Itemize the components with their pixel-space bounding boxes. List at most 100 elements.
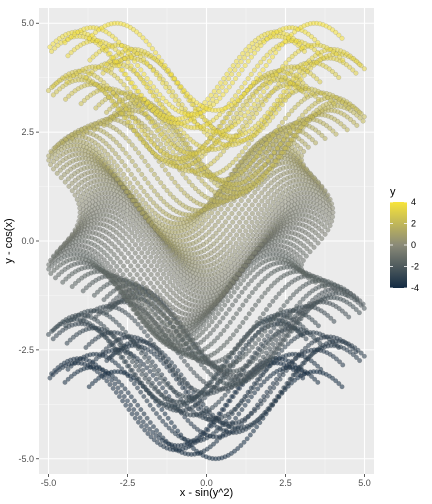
data-point xyxy=(249,337,255,343)
data-point xyxy=(308,358,314,364)
data-point xyxy=(156,435,162,441)
data-point xyxy=(246,215,252,221)
data-point xyxy=(129,142,135,148)
data-point xyxy=(115,171,121,177)
data-point xyxy=(181,358,187,364)
data-point xyxy=(55,365,61,371)
data-point xyxy=(212,315,218,321)
data-point xyxy=(136,293,142,299)
data-point xyxy=(241,249,247,255)
data-point xyxy=(114,272,120,278)
data-point xyxy=(125,293,131,299)
data-point xyxy=(289,376,295,382)
data-point xyxy=(249,202,255,208)
data-point xyxy=(360,301,366,307)
data-point xyxy=(245,232,251,238)
data-point xyxy=(243,298,249,304)
data-point xyxy=(128,394,134,400)
data-point xyxy=(144,276,150,282)
data-point xyxy=(307,170,313,176)
data-point xyxy=(130,293,136,299)
data-point xyxy=(281,319,287,325)
data-point xyxy=(137,276,143,282)
data-point xyxy=(227,240,233,246)
data-point xyxy=(130,276,136,282)
data-point xyxy=(127,289,133,295)
data-point xyxy=(161,280,167,286)
data-point xyxy=(148,280,154,286)
data-point xyxy=(144,415,150,421)
data-point xyxy=(254,319,260,325)
data-point xyxy=(254,219,260,225)
data-point xyxy=(106,338,112,344)
data-point xyxy=(357,358,363,364)
data-point xyxy=(111,260,117,266)
data-point xyxy=(235,202,241,208)
data-point xyxy=(141,411,147,417)
data-point xyxy=(290,359,296,365)
data-point xyxy=(250,385,256,391)
data-point xyxy=(107,256,113,262)
data-point xyxy=(144,241,150,247)
data-point xyxy=(183,175,189,181)
data-point xyxy=(273,398,279,404)
data-point xyxy=(309,373,315,379)
data-point xyxy=(172,431,178,437)
data-point xyxy=(135,346,141,352)
data-point xyxy=(292,372,298,378)
data-point xyxy=(322,135,328,141)
data-point xyxy=(111,252,117,258)
data-point xyxy=(158,141,164,147)
data-point xyxy=(97,371,103,377)
data-point xyxy=(282,337,288,343)
data-point xyxy=(128,171,134,177)
data-point xyxy=(227,336,233,342)
data-point xyxy=(130,184,136,190)
data-point xyxy=(331,318,337,324)
data-point xyxy=(243,228,249,234)
data-point xyxy=(227,223,233,229)
data-point xyxy=(107,330,113,336)
data-point xyxy=(245,398,251,404)
data-point xyxy=(154,371,160,377)
data-point xyxy=(267,302,273,308)
data-point xyxy=(166,425,172,431)
data-point xyxy=(240,224,246,230)
data-point xyxy=(101,374,107,380)
data-point xyxy=(71,360,77,366)
data-point xyxy=(301,271,307,277)
data-point xyxy=(142,233,148,239)
data-point xyxy=(123,150,129,156)
data-point xyxy=(264,393,270,399)
data-point xyxy=(229,211,235,217)
data-point xyxy=(274,380,280,386)
data-point xyxy=(137,380,143,386)
data-point xyxy=(124,267,130,273)
data-point xyxy=(169,175,175,181)
data-point xyxy=(215,311,221,317)
data-point xyxy=(140,289,146,295)
data-point xyxy=(260,372,266,378)
data-point xyxy=(261,379,267,385)
data-point xyxy=(246,224,252,230)
data-point xyxy=(354,297,360,303)
data-point xyxy=(313,279,319,285)
data-point xyxy=(121,171,127,177)
data-point xyxy=(233,298,239,304)
data-point xyxy=(106,159,112,165)
data-point xyxy=(115,350,121,356)
data-point xyxy=(251,167,257,173)
data-point xyxy=(251,237,257,243)
data-point xyxy=(150,424,156,430)
data-point xyxy=(272,333,278,339)
data-point xyxy=(301,371,307,377)
data-point xyxy=(237,281,243,287)
data-point xyxy=(154,280,160,286)
data-point xyxy=(116,379,122,385)
data-point xyxy=(158,276,164,282)
data-point xyxy=(138,389,144,395)
data-point xyxy=(134,411,140,417)
data-point xyxy=(163,389,169,395)
data-point xyxy=(99,367,105,373)
data-point xyxy=(278,337,284,343)
